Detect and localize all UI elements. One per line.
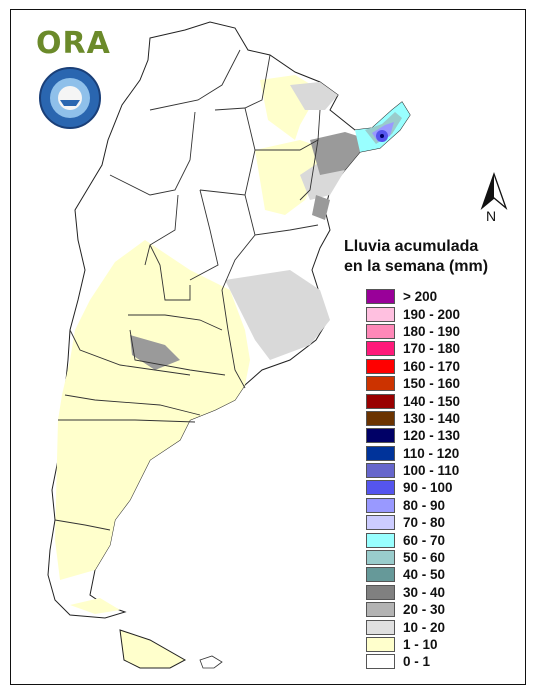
legend-label: 1 - 10 bbox=[403, 637, 438, 652]
legend-row: 180 - 190 bbox=[366, 323, 460, 340]
legend-row: 30 - 40 bbox=[366, 584, 460, 601]
legend-label: 80 - 90 bbox=[403, 497, 446, 513]
legend-row: 110 - 120 bbox=[366, 445, 460, 462]
legend-row: 120 - 130 bbox=[366, 427, 460, 444]
legend-label: 190 - 200 bbox=[403, 306, 461, 322]
legend-swatch bbox=[366, 619, 395, 635]
legend-swatch bbox=[366, 445, 395, 461]
north-label: N bbox=[486, 208, 497, 224]
legend-swatch bbox=[366, 584, 395, 600]
legend-label: 110 - 120 bbox=[403, 445, 460, 461]
legend-row: 10 - 20 bbox=[366, 618, 460, 635]
legend-swatch bbox=[366, 567, 395, 583]
legend-swatch bbox=[366, 654, 395, 670]
legend-swatch bbox=[366, 602, 395, 618]
legend-label: 20 - 30 bbox=[403, 602, 446, 618]
rain-core-misiones bbox=[355, 102, 410, 152]
legend-row: 40 - 50 bbox=[366, 566, 460, 583]
legend-label: 130 - 140 bbox=[403, 410, 461, 426]
legend-swatch bbox=[366, 532, 395, 548]
legend-label: 10 - 20 bbox=[403, 619, 446, 635]
legend-label: 100 - 110 bbox=[403, 463, 460, 479]
legend-label: 50 - 60 bbox=[403, 550, 446, 566]
rain-10-20 bbox=[225, 82, 345, 360]
legend-row: 60 - 70 bbox=[366, 531, 460, 548]
legend-row: 160 - 170 bbox=[366, 358, 460, 375]
legend-row: > 200 bbox=[366, 288, 460, 305]
legend-swatch bbox=[366, 323, 395, 339]
legend-row: 80 - 90 bbox=[366, 497, 460, 514]
legend-swatch bbox=[366, 341, 395, 357]
legend-swatch bbox=[366, 376, 395, 392]
legend-title-line-1: Lluvia acumulada bbox=[344, 238, 479, 255]
legend-label: 120 - 130 bbox=[403, 428, 461, 444]
legend-label: 40 - 50 bbox=[403, 567, 446, 583]
north-arrow-icon bbox=[480, 172, 508, 211]
legend-swatch bbox=[366, 410, 395, 426]
legend-swatch bbox=[366, 480, 395, 496]
legend-row: 50 - 60 bbox=[366, 549, 460, 566]
national-meteorological-service-seal-icon bbox=[39, 67, 101, 129]
legend-label: 70 - 80 bbox=[403, 515, 446, 531]
legend-label: 140 - 150 bbox=[403, 393, 461, 409]
legend-row: 130 - 140 bbox=[366, 410, 460, 427]
legend-label: 180 - 190 bbox=[403, 323, 461, 339]
legend-label: 160 - 170 bbox=[403, 358, 461, 374]
legend-swatch bbox=[366, 515, 395, 531]
legend-swatch bbox=[366, 306, 395, 322]
legend-row: 140 - 150 bbox=[366, 392, 460, 409]
legend-label: 30 - 40 bbox=[403, 584, 446, 600]
legend: > 200 190 - 200 180 - 190 170 - 180 160 - 17… bbox=[366, 288, 460, 671]
legend-row: 0 - 1 bbox=[366, 653, 460, 670]
legend-row: 1 - 10 bbox=[366, 636, 460, 653]
ora-logo: ORA bbox=[36, 26, 111, 61]
legend-swatch bbox=[366, 550, 395, 566]
legend-swatch bbox=[366, 463, 395, 479]
legend-row: 70 - 80 bbox=[366, 514, 460, 531]
legend-swatch bbox=[366, 393, 395, 409]
legend-label: 90 - 100 bbox=[403, 480, 453, 496]
legend-title: Lluvia acumulada en la semana (mm) bbox=[344, 237, 524, 277]
malvinas-islands bbox=[199, 655, 223, 669]
legend-label: 0 - 1 bbox=[403, 654, 431, 670]
legend-label: 60 - 70 bbox=[403, 532, 446, 548]
legend-swatch bbox=[366, 358, 395, 374]
legend-swatch bbox=[366, 428, 395, 444]
legend-row: 190 - 200 bbox=[366, 305, 460, 322]
legend-label: 170 - 180 bbox=[403, 341, 461, 357]
tierra-del-fuego bbox=[119, 629, 187, 669]
legend-swatch bbox=[366, 637, 395, 652]
province-boundaries bbox=[54, 49, 321, 531]
legend-label: > 200 bbox=[403, 289, 438, 305]
legend-label: 150 - 160 bbox=[403, 376, 461, 392]
legend-row: 170 - 180 bbox=[366, 340, 460, 357]
legend-title-line-2: en la semana (mm) bbox=[344, 258, 489, 275]
legend-swatch bbox=[366, 289, 395, 305]
legend-swatch bbox=[366, 497, 395, 513]
legend-row: 100 - 110 bbox=[366, 462, 460, 479]
legend-row: 90 - 100 bbox=[366, 479, 460, 496]
legend-row: 20 - 30 bbox=[366, 601, 460, 618]
legend-row: 150 - 160 bbox=[366, 375, 460, 392]
